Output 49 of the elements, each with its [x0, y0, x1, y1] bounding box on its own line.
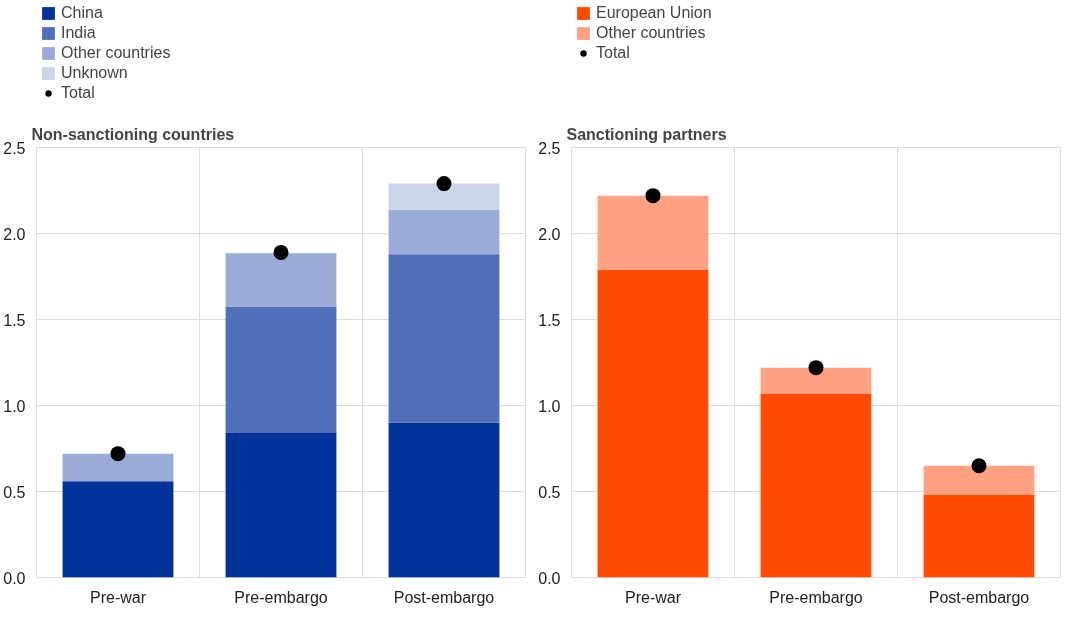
x-tick-label: Pre-war — [625, 588, 682, 606]
bar — [388, 254, 500, 423]
point — [273, 244, 289, 260]
y-tick-label: 2.0 — [3, 225, 26, 243]
legend-label: European Union — [596, 4, 712, 22]
bar — [225, 306, 337, 434]
bar — [597, 195, 709, 270]
y-tick-label: 2.5 — [538, 139, 561, 157]
x-tick-label: Pre-embargo — [769, 588, 863, 606]
y-tick-label: 0.5 — [538, 483, 561, 501]
point — [808, 360, 824, 376]
bar — [225, 433, 337, 578]
legend-label: China — [61, 4, 103, 22]
bar — [923, 465, 1035, 495]
y-tick-label: 2.5 — [3, 139, 26, 157]
legend-label: India — [61, 24, 96, 42]
point — [436, 176, 452, 192]
x-tick-label: Post-embargo — [928, 588, 1030, 606]
bar — [388, 183, 500, 210]
point — [971, 458, 987, 474]
y-tick-label: 0.0 — [538, 569, 561, 587]
y-tick-label: 1.5 — [3, 311, 26, 329]
legend-label: Other countries — [596, 24, 706, 42]
bar — [62, 453, 174, 482]
point — [645, 188, 661, 204]
bar — [923, 494, 1035, 578]
chart-title: Non-sanctioning countries — [31, 125, 235, 143]
y-tick-label: 0.5 — [3, 483, 26, 501]
x-tick-label: Pre-embargo — [234, 588, 328, 606]
chart-title: Sanctioning partners — [566, 125, 727, 143]
x-tick-label: Post-embargo — [393, 588, 495, 606]
legend-label: Other countries — [61, 44, 171, 62]
x-tick-label: Pre-war — [90, 588, 147, 606]
bar — [62, 481, 174, 578]
bar — [225, 253, 337, 307]
y-tick-label: 1.0 — [538, 397, 561, 415]
bar — [760, 393, 872, 578]
point — [110, 446, 126, 462]
legend-label: Unknown — [61, 64, 128, 82]
y-tick-label: 0.0 — [3, 569, 26, 587]
legend-label: Total — [61, 84, 95, 102]
y-tick-label: 1.0 — [3, 397, 26, 415]
bar — [597, 269, 709, 578]
bar — [388, 422, 500, 578]
bar — [388, 209, 500, 255]
bar — [760, 367, 872, 394]
y-tick-label: 2.0 — [538, 225, 561, 243]
legend-label: Total — [596, 44, 630, 62]
y-tick-label: 1.5 — [538, 311, 561, 329]
